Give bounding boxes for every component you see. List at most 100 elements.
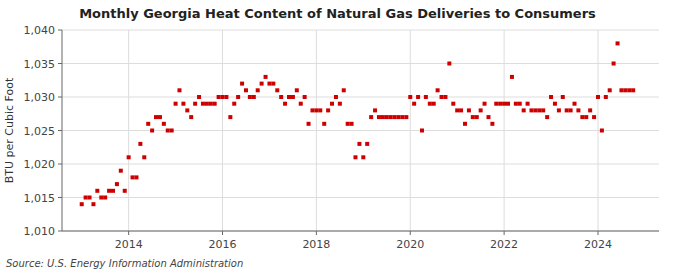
point <box>318 108 322 112</box>
point <box>361 155 365 159</box>
point <box>631 88 635 92</box>
tick-label: 2022 <box>490 238 518 251</box>
point <box>397 115 401 119</box>
point <box>510 75 514 79</box>
point <box>322 122 326 126</box>
point <box>455 108 459 112</box>
point <box>357 142 361 146</box>
point <box>604 95 608 99</box>
y-axis-line <box>62 30 63 231</box>
point <box>224 95 228 99</box>
point <box>365 142 369 146</box>
tick-mark <box>128 231 129 235</box>
point <box>533 108 537 112</box>
point <box>393 115 397 119</box>
point <box>565 108 569 112</box>
point <box>221 95 225 99</box>
tick-label: 2020 <box>396 238 424 251</box>
y-axis-label: BTU per Cubic Foot <box>3 77 16 183</box>
point <box>244 88 248 92</box>
point <box>537 108 541 112</box>
point <box>95 189 99 193</box>
grid-line <box>62 30 659 31</box>
point <box>447 62 451 66</box>
point <box>342 88 346 92</box>
point <box>576 108 580 112</box>
point <box>80 202 84 206</box>
point <box>592 115 596 119</box>
point <box>522 108 526 112</box>
point <box>330 102 334 106</box>
point <box>381 115 385 119</box>
point <box>228 115 232 119</box>
point <box>553 102 557 106</box>
grid-line <box>62 197 659 198</box>
point <box>166 129 170 133</box>
point <box>432 102 436 106</box>
point <box>326 108 330 112</box>
point <box>189 115 193 119</box>
grid-line <box>410 30 411 231</box>
point <box>174 102 178 106</box>
axes: 1,0101,0151,0201,0251,0301,0351,04020142… <box>24 24 660 251</box>
point <box>217 95 221 99</box>
point <box>138 142 142 146</box>
grid-line <box>62 97 659 98</box>
point <box>88 196 92 200</box>
point <box>420 129 424 133</box>
title: Monthly Georgia Heat Content of Natural … <box>79 6 596 21</box>
point <box>115 182 119 186</box>
tick-label: 2024 <box>584 238 612 251</box>
point <box>303 95 307 99</box>
point <box>490 122 494 126</box>
point <box>412 102 416 106</box>
point <box>623 88 627 92</box>
point <box>338 102 342 106</box>
tick-label: 1,010 <box>24 225 56 238</box>
point <box>518 102 522 106</box>
point <box>91 202 95 206</box>
point <box>475 115 479 119</box>
point <box>424 95 428 99</box>
point <box>549 95 553 99</box>
point <box>377 115 381 119</box>
tick-label: 1,015 <box>24 192 56 205</box>
point <box>471 115 475 119</box>
point <box>619 88 623 92</box>
point <box>400 115 404 119</box>
grid-line <box>597 30 598 231</box>
point <box>275 88 279 92</box>
point <box>201 102 205 106</box>
tick-mark <box>58 231 62 232</box>
tick-label: 2016 <box>209 238 237 251</box>
point <box>561 95 565 99</box>
point <box>170 129 174 133</box>
point <box>506 102 510 106</box>
point <box>514 102 518 106</box>
tick-mark <box>410 231 411 235</box>
point <box>177 88 181 92</box>
grid-line <box>504 30 505 231</box>
point <box>146 122 150 126</box>
point <box>103 196 107 200</box>
tick-mark <box>316 231 317 235</box>
point <box>154 115 158 119</box>
point <box>600 129 604 133</box>
point <box>84 196 88 200</box>
point <box>346 122 350 126</box>
point <box>373 108 377 112</box>
tick-mark <box>504 231 505 235</box>
point <box>236 95 240 99</box>
tick-label: 1,020 <box>24 158 56 171</box>
point <box>573 102 577 106</box>
grid-line <box>62 231 659 232</box>
point <box>193 102 197 106</box>
point <box>369 115 373 119</box>
source-note: Source: U.S. Energy Information Administ… <box>6 258 243 269</box>
point <box>310 108 314 112</box>
tick-label: 1,025 <box>24 125 56 138</box>
point <box>385 115 389 119</box>
tick-mark <box>58 63 62 64</box>
x-axis-line <box>62 231 659 232</box>
point <box>111 189 115 193</box>
